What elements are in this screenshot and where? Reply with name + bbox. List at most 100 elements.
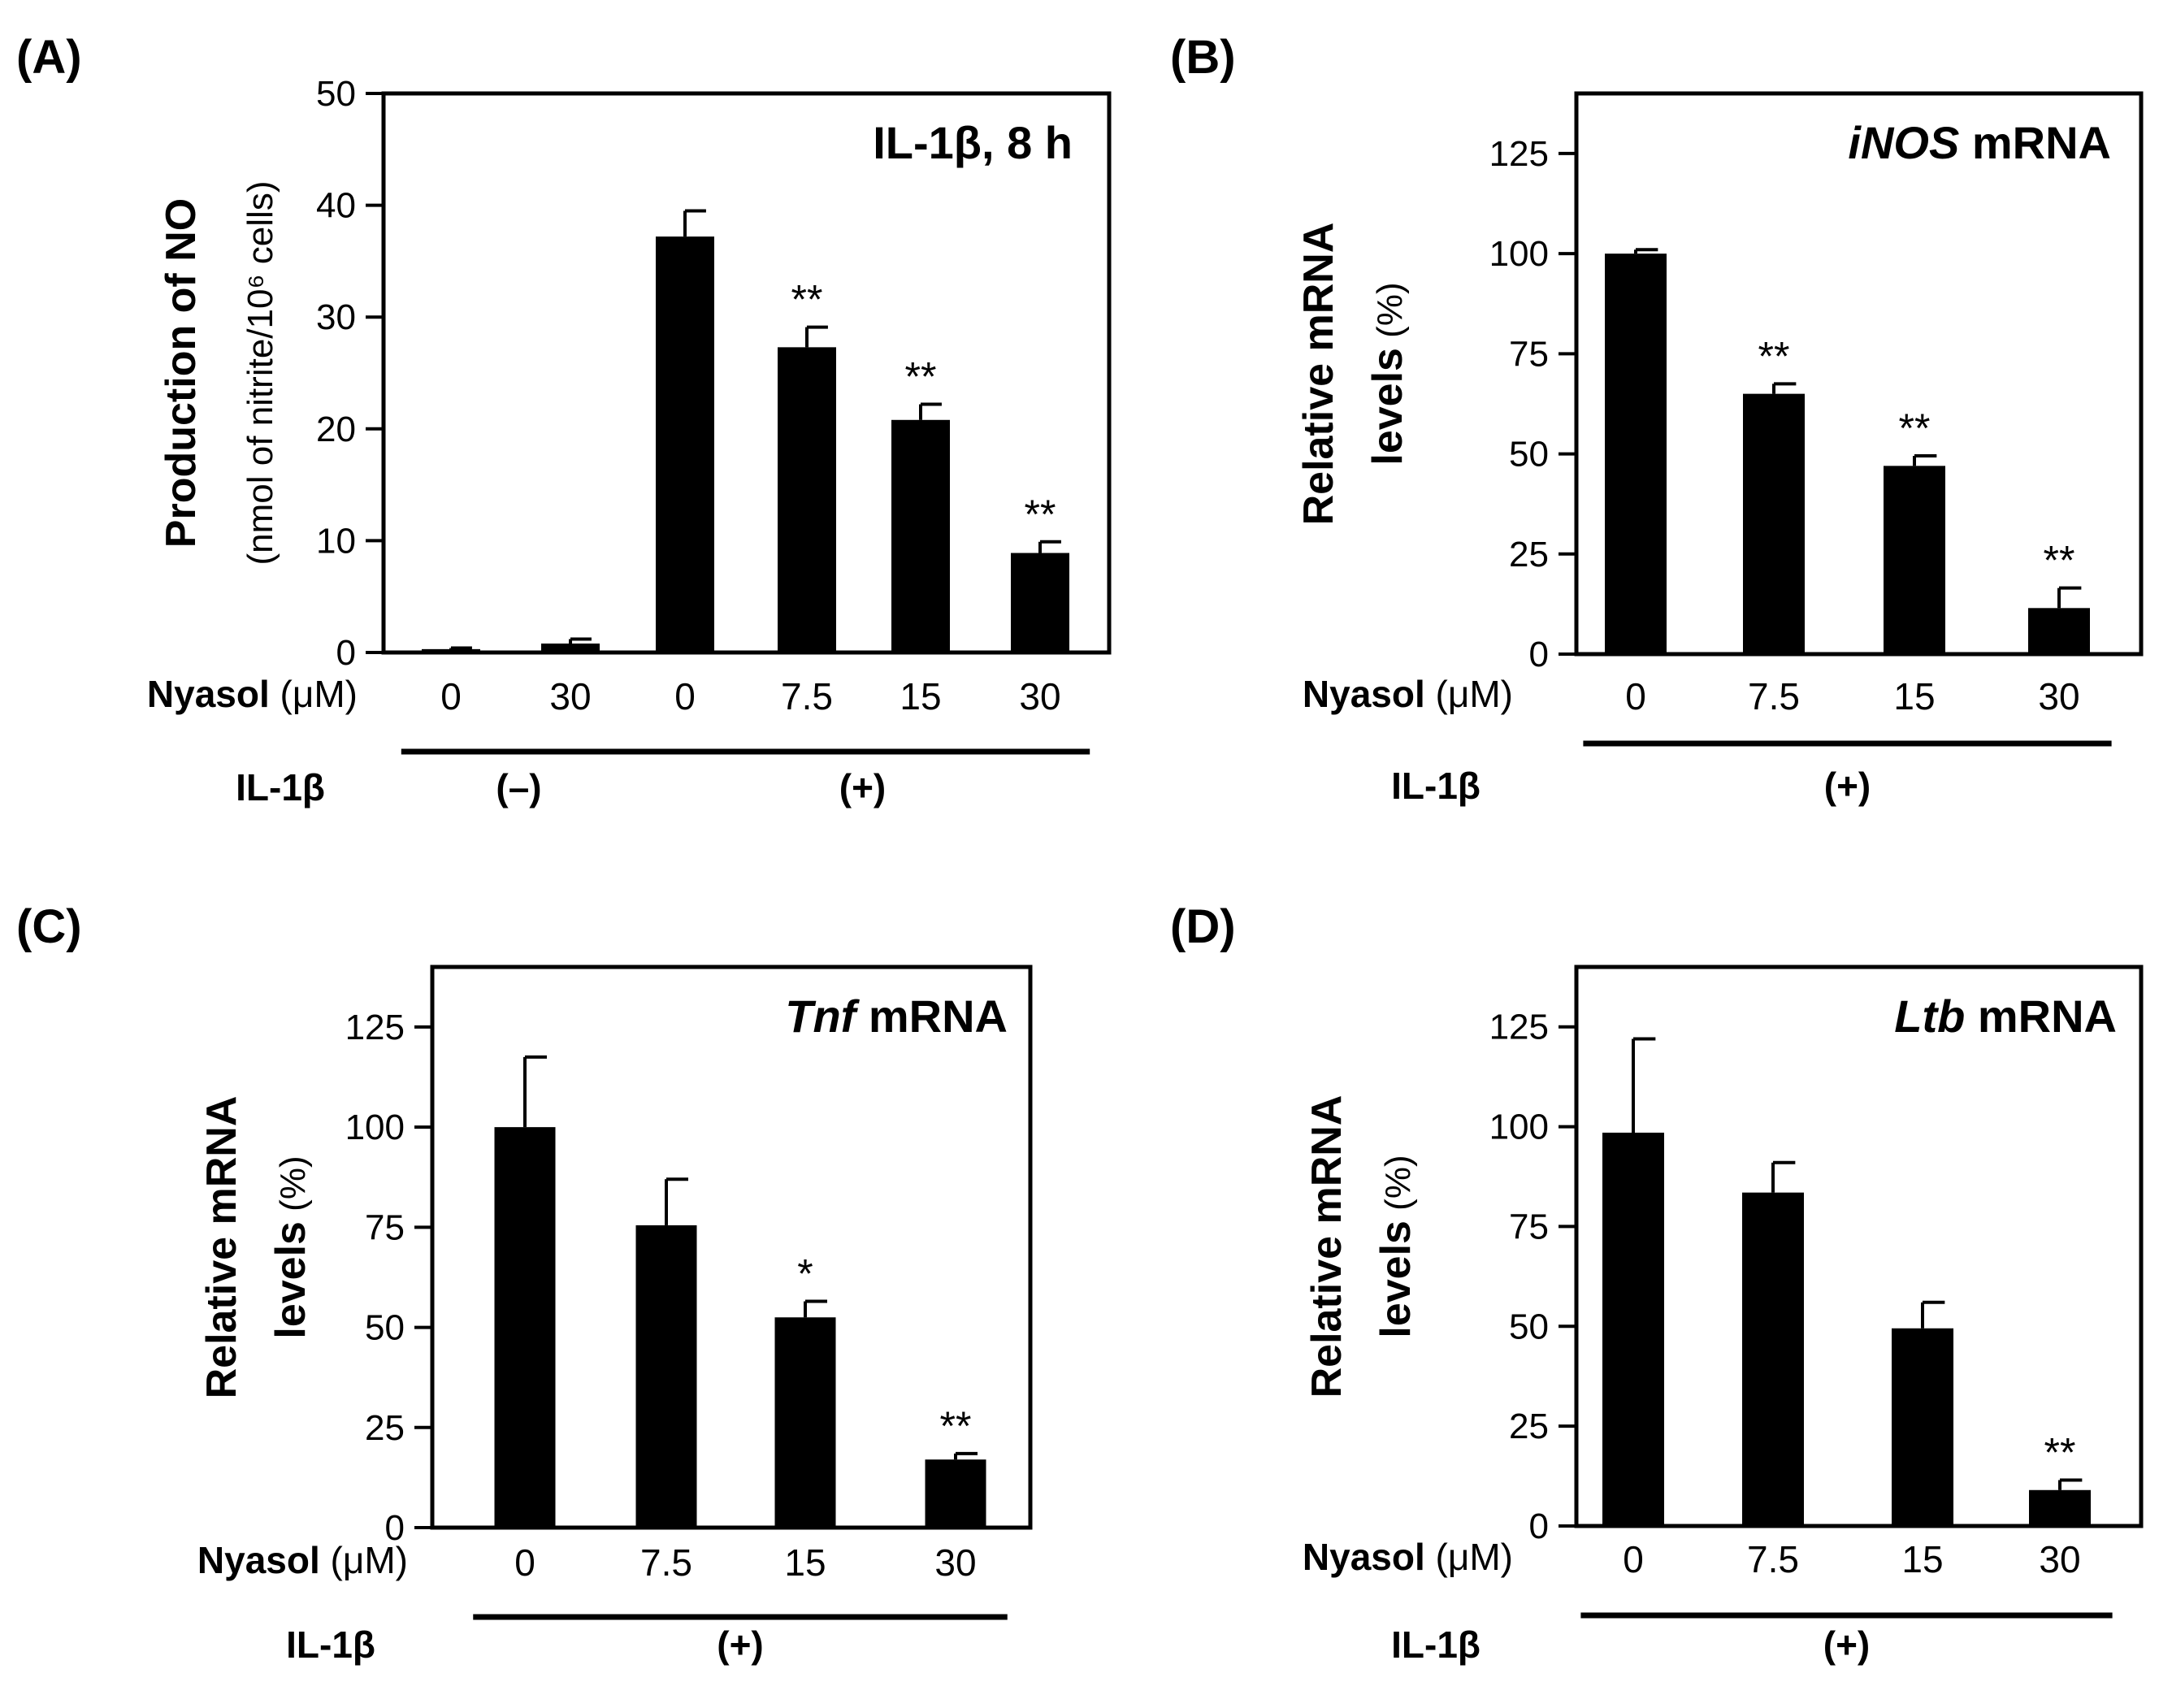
y-tick-label: 75 [1509, 334, 1549, 374]
x-tick-label: 15 [1893, 675, 1935, 717]
x-tick-label: 15 [900, 675, 941, 717]
y-axis-title-line1: Relative mRNA [198, 1096, 245, 1399]
x-tick-label: 30 [549, 675, 591, 717]
group-label: (+) [1823, 1623, 1871, 1666]
y-tick-label: 100 [1489, 1108, 1549, 1147]
chart-panel-2: (B) 0 25 50 75 100 125 Relative mRNA levels (%) i… [1170, 31, 2144, 807]
y-tick-label: 25 [1509, 535, 1549, 574]
bar [1892, 1328, 1953, 1526]
y-axis-title-line1: Relative mRNA [1295, 223, 1342, 526]
y-tick-label: 50 [316, 74, 356, 114]
dose-space [270, 673, 280, 715]
x-tick-label: 30 [2039, 1538, 2080, 1580]
y-tick-label: 125 [1489, 134, 1549, 174]
y-tick-label: 100 [345, 1108, 405, 1147]
group-label: (+) [839, 766, 887, 808]
y-axis-title-levels: levels [267, 1221, 314, 1339]
bar [494, 1127, 556, 1528]
treatment-label: IL-1β [1391, 1623, 1481, 1666]
y-axis-title-line1: Relative mRNA [1303, 1095, 1350, 1398]
chart-panel-3: (C) 0 25 50 75 100 125 Relative mRNA levels (%) T… [16, 900, 1033, 1666]
bar [541, 643, 600, 652]
x-tick-label: 30 [934, 1541, 976, 1584]
annotation-rest: mRNA [1959, 117, 2111, 168]
y-tick-label: 0 [336, 633, 356, 673]
x-tick-label: 30 [2038, 675, 2079, 717]
plot-annotation: Ltb mRNA [1894, 991, 2117, 1042]
significance-mark: ** [791, 277, 823, 323]
dose-space [320, 1539, 331, 1581]
y-axis-title: Production of NO [158, 198, 205, 548]
x-tick-label: 15 [1901, 1538, 1943, 1580]
x-tick-label: 0 [674, 675, 696, 717]
y-tick-label: 0 [385, 1508, 405, 1548]
y-tick-label: 0 [1529, 635, 1549, 674]
y-tick-label: 0 [1529, 1506, 1549, 1546]
plot-frame [1574, 965, 2144, 1528]
x-tick-label: 7.5 [1748, 675, 1800, 717]
plot-frame [381, 91, 1112, 655]
x-tick-label: 7.5 [640, 1541, 692, 1584]
dose-space [1425, 673, 1436, 715]
plot-annotation: iNOS mRNA [1848, 117, 2111, 168]
plot-annotation: IL-1β, 8 h [873, 117, 1073, 168]
significance-mark: ** [1758, 333, 1790, 379]
treatment-label: IL-1β [1391, 765, 1481, 807]
panel-label: (B) [1170, 31, 1236, 84]
dose-name: Nyasol [147, 673, 270, 715]
y-tick-label: 30 [316, 297, 356, 337]
x-tick-label: 15 [784, 1541, 826, 1584]
y-tick-label: 125 [1489, 1008, 1549, 1047]
panel-label: (A) [16, 31, 82, 84]
significance-mark: * [797, 1251, 813, 1297]
bar [2029, 1489, 2091, 1526]
y-axis-title-line2: levels (%) [1372, 1155, 1420, 1337]
y-axis-unit: (%) [1370, 282, 1410, 337]
x-tick-label: 7.5 [1747, 1538, 1799, 1580]
group-label: (–) [496, 766, 541, 808]
bar [635, 1225, 697, 1528]
dose-unit: (μM) [1436, 1536, 1513, 1578]
x-tick-label: 0 [514, 1541, 535, 1584]
dose-label: Nyasol (μM) [197, 1539, 408, 1581]
bar [2028, 608, 2090, 654]
chart-panel-1: (A) 0 10 20 30 40 50 Production of NO (nmol of n… [16, 31, 1112, 808]
plot-annotation: Tnf mRNA [785, 991, 1008, 1042]
y-tick-label: 75 [365, 1207, 405, 1247]
y-axis-unit-space [1378, 1211, 1418, 1220]
bar [1011, 553, 1069, 652]
bar [422, 648, 480, 652]
y-tick-label: 10 [316, 521, 356, 561]
panel-label: (C) [16, 900, 82, 953]
gene-name: Tnf [785, 991, 860, 1042]
y-axis-unit-space [273, 1212, 313, 1221]
bar [1605, 254, 1667, 654]
significance-mark: ** [940, 1403, 972, 1449]
y-tick-label: 20 [316, 410, 356, 449]
annotation-rest: mRNA [856, 991, 1008, 1042]
bar [778, 347, 836, 652]
x-tick-label: 0 [1625, 675, 1646, 717]
gene-name: Ltb [1894, 991, 1965, 1042]
bar [891, 419, 950, 652]
dose-label: Nyasol (μM) [1303, 1536, 1513, 1578]
bar [774, 1317, 836, 1528]
treatment-label: IL-1β [286, 1623, 375, 1666]
y-tick-label: 125 [345, 1008, 405, 1047]
treatment-label: IL-1β [236, 766, 325, 808]
significance-mark: ** [1025, 492, 1056, 537]
dose-name: Nyasol [1303, 673, 1425, 715]
y-tick-label: 75 [1509, 1207, 1549, 1246]
dose-unit: (μM) [280, 673, 358, 715]
y-tick-label: 50 [1509, 1307, 1549, 1346]
y-tick-label: 50 [365, 1308, 405, 1348]
y-axis-title-line2: levels (%) [267, 1155, 314, 1338]
y-axis-unit: (%) [273, 1155, 313, 1211]
significance-mark: ** [2044, 538, 2075, 583]
dose-unit: (μM) [331, 1539, 408, 1581]
y-axis-unit: (nmol of nitrite/10⁶ cells) [241, 181, 280, 566]
significance-mark: ** [1899, 405, 1931, 451]
x-tick-label: 0 [440, 675, 462, 717]
significance-mark: ** [905, 354, 937, 400]
